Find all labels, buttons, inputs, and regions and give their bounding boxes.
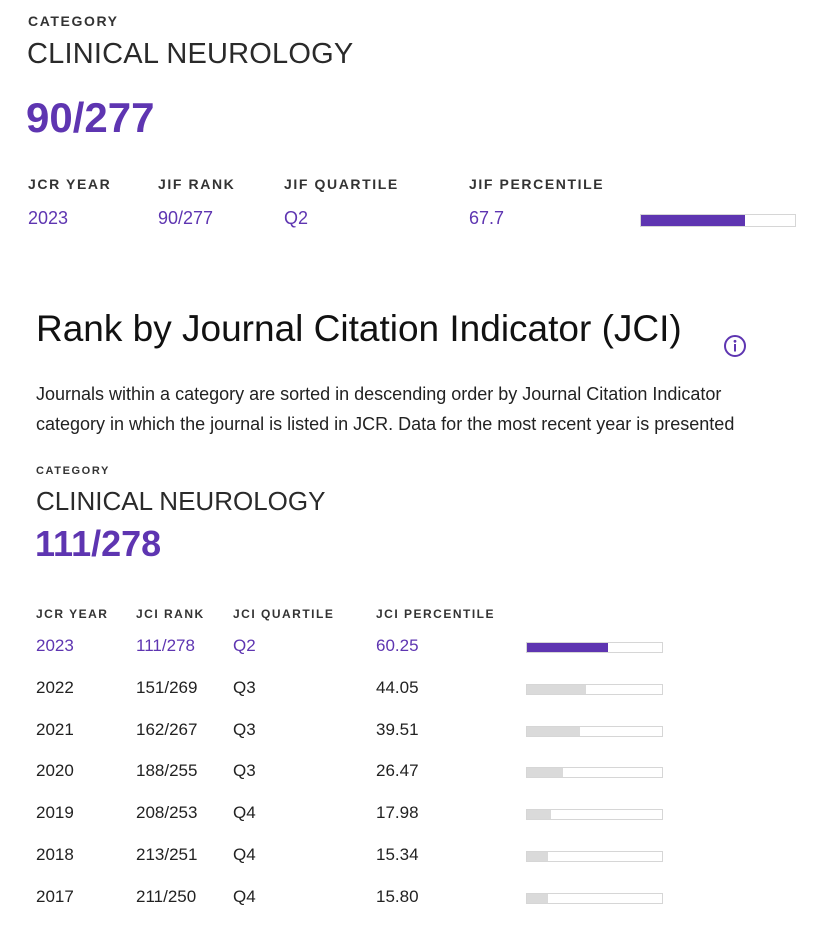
jci-percentile-bar (526, 809, 663, 821)
jci-percentile-value: 26.47 (376, 761, 419, 781)
jci-header-rank: JCI RANK (136, 607, 205, 621)
jci-percentile-bar-fill (527, 684, 587, 694)
jci-percentile-bar-fill (527, 768, 563, 778)
jci-category-name: CLINICAL NEUROLOGY (36, 486, 326, 516)
jci-rank-value: 211/250 (136, 886, 197, 906)
jci-rank-value: 162/267 (136, 719, 198, 739)
jci-year-value: 2019 (36, 803, 74, 823)
jci-quartile-value: Q4 (233, 845, 256, 864)
jif-header-quartile: JIF QUARTILE (284, 176, 399, 192)
jci-header-year: JCR YEAR (36, 607, 109, 621)
jci-year-value: 2018 (36, 845, 74, 864)
jci-percentile-bar-fill (527, 726, 581, 736)
jci-year-value: 2022 (36, 677, 74, 697)
jif-percentile-bar (640, 214, 796, 227)
jci-percentile-bar (526, 683, 663, 695)
jif-rank-highlight: 90/277 (26, 94, 155, 141)
jci-year-value[interactable]: 2023 (36, 636, 74, 655)
jci-year-value: 2021 (36, 719, 74, 739)
jci-percentile-bar (526, 892, 663, 904)
jif-rank-value: 90/277 (158, 208, 214, 228)
jci-percentile-value: 17.98 (376, 803, 419, 823)
jif-quartile-value: Q2 (284, 208, 309, 228)
jci-year-value: 2017 (36, 886, 74, 906)
info-circle-icon[interactable] (723, 334, 747, 358)
jci-year-value: 2020 (36, 761, 74, 781)
jci-quartile-value: Q4 (233, 886, 256, 906)
jci-percentile-bar-fill (527, 643, 609, 652)
jci-percentile-bar-fill (527, 852, 548, 861)
jci-percentile-value: 15.34 (376, 845, 419, 864)
jci-percentile-value: 39.51 (376, 719, 419, 739)
jci-rank-value: 111/278 (136, 636, 195, 655)
jci-section-title: Rank by Journal Citation Indicator (JCI) (36, 308, 682, 349)
jci-percentile-bar (526, 642, 663, 653)
jci-category-label: CATEGORY (36, 465, 110, 477)
jif-category-label: CATEGORY (28, 13, 119, 29)
jci-quartile-value: Q3 (233, 677, 256, 697)
jci-quartile-value: Q4 (233, 803, 256, 823)
jci-rank-value: 188/255 (136, 761, 198, 781)
jif-category-name: CLINICAL NEUROLOGY (27, 38, 354, 70)
jif-header-rank: JIF RANK (158, 176, 236, 192)
jci-rank-highlight: 111/278 (35, 523, 162, 564)
jci-description-line-2: category in which the journal is listed … (36, 414, 735, 434)
jci-percentile-bar (526, 767, 663, 779)
jci-quartile-value: Q3 (233, 761, 256, 781)
jif-percentile-bar-fill (641, 215, 746, 226)
jci-percentile-bar (526, 851, 663, 862)
jif-percentile-value: 67.7 (469, 208, 505, 228)
jci-percentile-bar (526, 725, 663, 737)
jci-rank-value: 208/253 (136, 803, 198, 823)
jci-rank-value: 151/269 (136, 677, 198, 697)
jif-year-link[interactable]: 2023 (28, 208, 69, 228)
jci-percentile-value: 44.05 (376, 677, 419, 697)
jci-quartile-value: Q3 (233, 719, 256, 739)
jci-percentile-value: 60.25 (376, 636, 419, 655)
jci-percentile-value: 15.80 (376, 886, 419, 906)
jci-percentile-bar-fill (527, 893, 549, 903)
jif-header-year: JCR YEAR (28, 176, 112, 192)
jci-description-line-1: Journals within a category are sorted in… (36, 384, 722, 404)
jci-percentile-bar-fill (527, 810, 552, 820)
jif-header-percentile: JIF PERCENTILE (469, 176, 605, 192)
jci-quartile-value: Q2 (233, 636, 256, 655)
jci-rank-value: 213/251 (136, 845, 198, 864)
jci-header-quartile: JCI QUARTILE (233, 607, 335, 621)
jci-header-percentile: JCI PERCENTILE (376, 607, 496, 621)
